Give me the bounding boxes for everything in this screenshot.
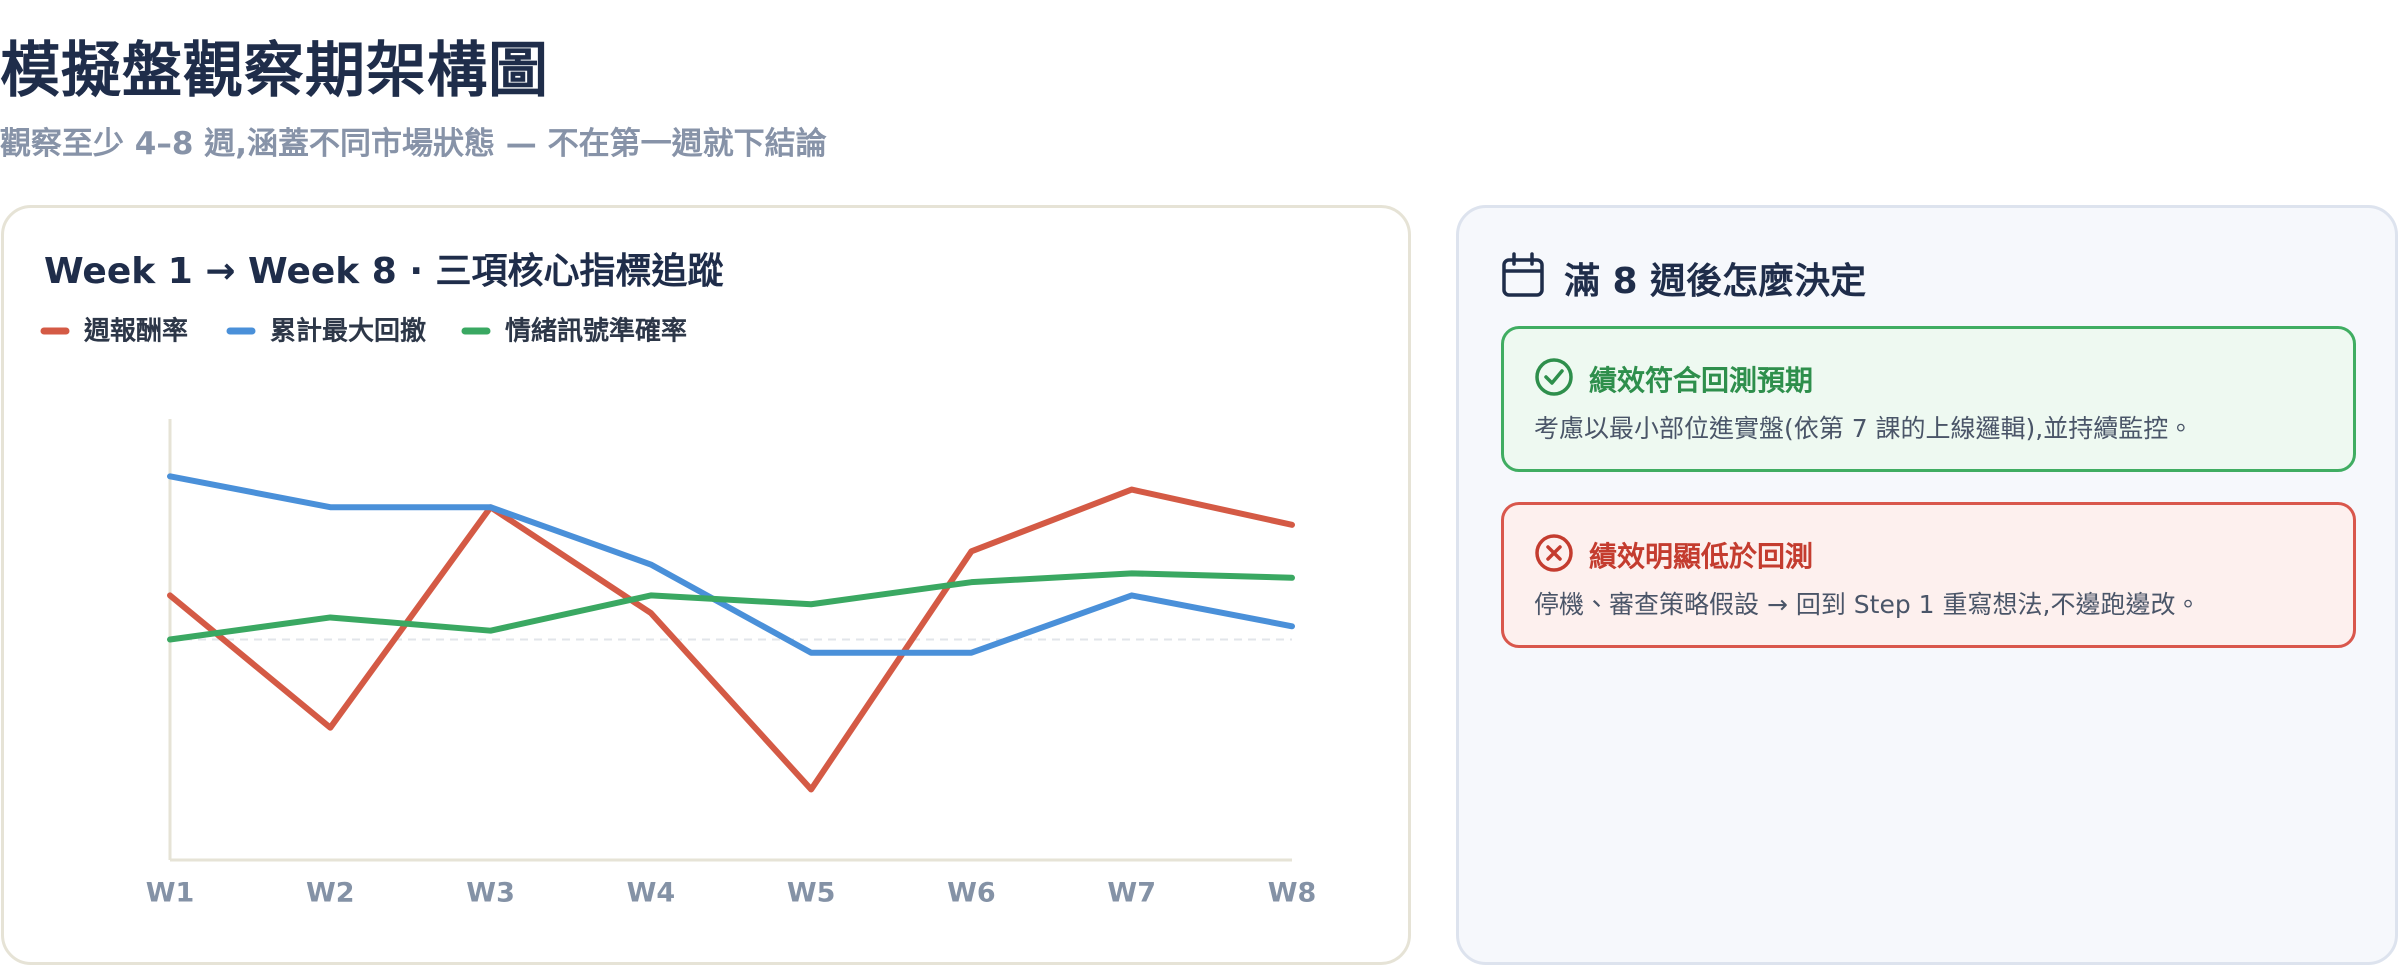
x-tick-label: W8 (1268, 878, 1317, 909)
case-fail: 績效明顯低於回測 停機、審查策略假設 → 回到 Step 1 重寫想法,不邊跑邊… (1501, 502, 2356, 648)
series-line (167, 486, 1295, 793)
case-title: 績效明顯低於回測 (1589, 540, 1814, 573)
decision-card: 滿 8 週後怎麼決定 績效符合回測預期 考慮以最小部位進實盤(依第 7 課的上線… (1456, 205, 2398, 965)
case-title: 績效符合回測預期 (1589, 364, 1814, 397)
series-line (167, 570, 1295, 643)
x-tick-label: W4 (627, 878, 676, 909)
chart-title: Week 1 → Week 8 · 三項核心指標追蹤 (44, 251, 724, 292)
case-text: 考慮以最小部位進實盤(依第 7 課的上線邏輯),並持續監控。 (1534, 414, 2194, 443)
cross-icon (1535, 534, 1573, 572)
chart: Week 1 → Week 8 · 三項核心指標追蹤 週報酬率 累計最大回撤 情緒訊… (40, 251, 1317, 909)
page: {"header": {"title": "模擬盤觀察期架構圖", "subti… (0, 36, 2398, 965)
x-tick-label: W1 (146, 878, 195, 909)
legend-label: 情緒訊號準確率 (505, 316, 687, 347)
x-tick-label: W7 (1107, 878, 1156, 909)
case-text: 停機、審查策略假設 → 回到 Step 1 重寫想法,不邊跑邊改。 (1534, 590, 2201, 619)
x-tick-label: W6 (947, 878, 996, 909)
page-subtitle: 觀察至少 4–8 週,涵蓋不同市場狀態 — 不在第一週就下結論 (0, 126, 827, 162)
x-tick-label: W3 (466, 878, 515, 909)
decision-title: 滿 8 週後怎麼決定 (1564, 261, 1867, 302)
calendar-icon (1502, 252, 1544, 297)
case-pass: 績效符合回測預期 考慮以最小部位進實盤(依第 7 課的上線邏輯),並持續監控。 (1501, 326, 2356, 472)
legend-label: 週報酬率 (83, 316, 188, 347)
check-icon (1535, 358, 1573, 396)
x-tick-label: W2 (306, 878, 355, 909)
legend-label: 累計最大回撤 (270, 316, 426, 347)
series-line (167, 473, 1295, 656)
chart-card: Week 1 → Week 8 · 三項核心指標追蹤 週報酬率 累計最大回撤 情緒訊… (1, 205, 1411, 965)
x-tick-label: W5 (787, 878, 836, 909)
page-title: 模擬盤觀察期架構圖 (0, 36, 549, 106)
